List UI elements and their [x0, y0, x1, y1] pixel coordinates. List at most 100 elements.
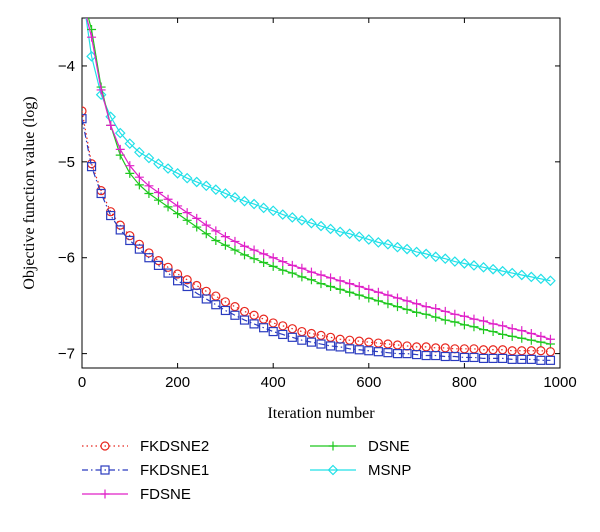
data-point-msnp: [258, 202, 269, 214]
data-point-fkdsne2: [469, 344, 479, 354]
data-point-fdsne: [297, 263, 307, 273]
data-point-fkdsne2: [440, 343, 450, 353]
data-point-msnp: [248, 198, 260, 210]
data-point-fkdsne1: [526, 354, 536, 364]
data-point-fdsne: [87, 32, 97, 42]
data-point-dsne: [507, 331, 517, 341]
data-point-msnp: [411, 246, 422, 258]
data-point-fdsne: [211, 226, 221, 236]
data-point-fdsne: [345, 279, 355, 289]
data-point-msnp: [325, 223, 336, 235]
data-point-dsne: [240, 250, 250, 260]
data-point-fkdsne1: [478, 353, 489, 364]
data-point-fkdsne2: [507, 346, 517, 356]
data-point-msnp: [535, 273, 547, 285]
data-point-msnp: [200, 180, 212, 192]
data-point-fkdsne2: [259, 314, 269, 324]
data-point-msnp: [334, 226, 346, 238]
legend-item-fdsne: FDSNE: [82, 486, 191, 503]
data-point-fdsne: [421, 302, 431, 312]
data-point-fdsne: [249, 245, 259, 255]
data-point-fkdsne2: [268, 318, 278, 328]
x-axis: 0 200 400 600 800 1000: [78, 18, 577, 391]
data-point-fkdsne1: [134, 244, 144, 254]
data-point-msnp: [525, 271, 537, 283]
data-point-fdsne: [163, 194, 173, 204]
data-point-fkdsne2: [364, 337, 374, 347]
data-point-fkdsne1: [316, 339, 326, 349]
data-point-dsne: [278, 265, 288, 275]
y-axis-label: Objective function value (log): [21, 96, 38, 289]
data-point-fkdsne1: [517, 354, 527, 364]
data-point-fdsne: [517, 326, 527, 336]
data-point-fkdsne1: [153, 260, 164, 270]
data-point-msnp: [478, 261, 489, 273]
x-tick-label: 1000: [543, 374, 576, 391]
data-point-msnp: [353, 231, 365, 242]
data-point-dsne: [373, 296, 383, 306]
data-point-fdsne: [96, 85, 106, 95]
data-point-fkdsne1: [507, 354, 517, 364]
data-point-msnp: [468, 260, 480, 271]
data-point-fkdsne2: [278, 321, 288, 331]
legend-item-msnp: MSNP: [310, 462, 411, 479]
data-point-fdsne: [412, 299, 422, 309]
data-point-fkdsne2: [421, 342, 431, 352]
data-point-fdsne: [498, 321, 508, 331]
data-point-fdsne: [354, 281, 364, 291]
data-point-fkdsne2: [526, 346, 536, 356]
series-layer: [82, 18, 556, 365]
legend-marker-fdsne: [100, 489, 110, 499]
x-tick-label: 400: [261, 374, 286, 391]
data-point-dsne: [125, 168, 135, 178]
data-point-msnp: [114, 127, 126, 139]
data-point-fkdsne2: [249, 310, 259, 320]
data-point-dsne: [192, 222, 202, 232]
data-point-fkdsne1: [182, 281, 192, 292]
data-point-fkdsne2: [163, 262, 173, 272]
series-fkdsne1: [82, 114, 556, 365]
data-point-msnp: [420, 248, 432, 260]
data-point-fkdsne2: [211, 291, 221, 301]
data-point-fkdsne1: [306, 337, 317, 347]
data-point-fdsne: [220, 232, 230, 242]
data-point-fkdsne1: [498, 353, 508, 364]
data-point-dsne: [153, 195, 163, 205]
data-point-fkdsne1: [450, 351, 460, 362]
data-point-fkdsne1: [459, 352, 469, 363]
data-point-dsne: [450, 317, 460, 327]
data-point-dsne: [259, 258, 269, 268]
data-point-fkdsne1: [364, 346, 374, 356]
data-point-fdsne: [364, 284, 374, 294]
data-point-dsne: [297, 272, 307, 282]
data-point-dsne: [421, 309, 431, 319]
data-point-fdsne: [192, 213, 202, 223]
data-point-fdsne: [450, 309, 460, 319]
data-point-fdsne: [402, 296, 412, 306]
data-point-msnp: [401, 243, 413, 255]
data-point-fkdsne1: [192, 288, 202, 298]
data-point-dsne: [220, 240, 230, 250]
y-tick-label: −7: [58, 346, 75, 363]
data-point-msnp: [449, 256, 461, 267]
data-point-fkdsne2: [173, 269, 183, 279]
data-point-fkdsne1: [163, 268, 173, 278]
data-point-dsne: [469, 322, 479, 332]
data-point-dsne: [182, 215, 192, 225]
data-point-fdsne: [373, 287, 383, 297]
data-point-dsne: [163, 202, 173, 212]
data-point-fkdsne2: [354, 336, 364, 346]
data-point-fkdsne2: [230, 302, 240, 312]
data-point-msnp: [306, 217, 317, 229]
data-point-dsne: [201, 229, 211, 239]
x-tick-label: 800: [452, 374, 477, 391]
data-point-msnp: [134, 146, 145, 158]
data-point-fkdsne2: [297, 326, 307, 337]
series-fdsne: [86, 18, 555, 344]
data-point-fkdsne1: [230, 310, 240, 320]
data-point-fkdsne1: [325, 341, 336, 351]
data-point-msnp: [210, 184, 222, 195]
data-point-dsne: [440, 315, 450, 325]
data-point-fdsne: [479, 316, 489, 326]
